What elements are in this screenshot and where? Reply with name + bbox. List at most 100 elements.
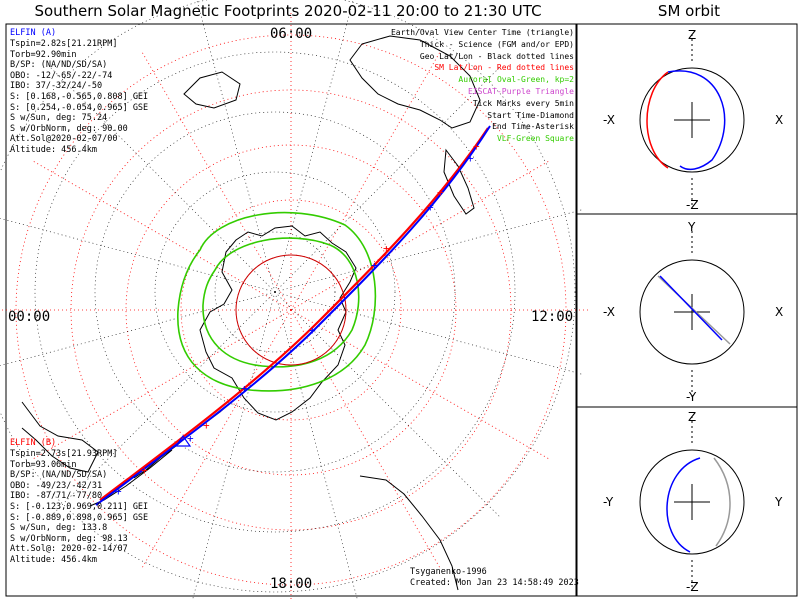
geo-lat-circle <box>154 171 396 413</box>
orbit-axis-label-top: Z <box>688 28 697 42</box>
orbit-axis-label-bottom: -Z <box>686 580 699 594</box>
geo-grid <box>0 0 585 600</box>
sm-lon-line <box>30 159 292 311</box>
auroral-oval <box>177 211 377 392</box>
tick-mark: + <box>437 186 444 199</box>
info-line: Altitude: 456.4km <box>10 555 97 565</box>
orbit-a <box>659 275 723 341</box>
elfin-b-track <box>99 127 489 501</box>
orbit-axis-label-left: -X <box>603 305 615 319</box>
info-line: Att.Sol@: 2020-02-14/07 <box>10 544 128 555</box>
orbit-b <box>646 71 669 169</box>
orbit-a <box>667 70 726 171</box>
tick-mark: + <box>141 464 148 477</box>
geo-lon-line <box>274 0 354 293</box>
elfin-b-label: ELFIN (B) <box>10 438 57 448</box>
tick-mark: + <box>473 140 480 153</box>
orbit-axis-label-bottom: -Y <box>686 390 697 404</box>
sm-lat-circle <box>15 34 567 586</box>
tick-mark: + <box>467 152 474 165</box>
geo-lon-line <box>0 218 276 293</box>
tick-mark: + <box>115 485 122 498</box>
legend-entry: VLF-Green Square <box>496 134 574 144</box>
sm-lat-circle <box>180 199 402 421</box>
info-line: S: [-0.889,0.898,0.965] GSE <box>10 512 149 523</box>
geo-lon-line <box>192 291 276 600</box>
info-line: IBO: 37/-32/24/-50 <box>10 81 103 92</box>
info-line: S w/OrbNorm, deg: 90.00 <box>10 123 128 134</box>
tick-mark: + <box>371 259 378 272</box>
info-line: Tspin=2.73s[21.93RPM] <box>10 449 118 459</box>
legend-entry: EISCAT-Purple Triangle <box>468 87 574 96</box>
clock-label-left: 00:00 <box>8 309 51 325</box>
sm-lon-line <box>290 309 442 571</box>
legend-entry: Geo Lat/Lon - Black dotted lines <box>419 51 574 61</box>
info-line: Tspin=2.82s[21.21RPM] <box>10 39 118 49</box>
info-line: S: [-0.123,0.969,0.211] GEI <box>10 502 149 512</box>
orbit-a <box>666 457 701 553</box>
geo-lon-line <box>274 291 585 376</box>
geo-lon-line <box>274 65 502 293</box>
orbit-axis-label-left: -X <box>603 113 615 127</box>
sm-lon-line <box>140 49 292 311</box>
polar-map: ++++++++++++ <box>0 0 591 600</box>
earth-circle <box>639 67 745 173</box>
clock-label-bottom: 18:00 <box>270 576 313 592</box>
info-line: Altitude: 456.4km <box>10 145 97 155</box>
info-line: S w/OrbNorm, deg: 98.13 <box>10 533 128 544</box>
legend-entry: Start Time-Diamond <box>487 110 574 120</box>
tick-mark: + <box>241 382 248 395</box>
tick-mark: + <box>383 242 390 255</box>
elfin-a-track <box>95 125 491 506</box>
orbit-panel-title: SM orbit <box>657 2 721 20</box>
africa-outline <box>21 401 99 473</box>
info-line: S w/Sun, deg: 75.24 <box>10 113 108 124</box>
australia-outline <box>349 35 481 129</box>
tick-mark: + <box>203 419 210 432</box>
geo-lon-line <box>48 65 276 293</box>
orbit-b <box>713 457 731 547</box>
orbit-axis-label-top: Z <box>688 410 697 424</box>
tick-mark: + <box>309 324 316 337</box>
antarctica-outline <box>199 225 357 421</box>
sm-lon-line <box>290 159 552 311</box>
orbit-b <box>657 275 731 345</box>
info-line: S: [0.254,-0.054,0.965] GSE <box>10 102 149 113</box>
tick-mark: + <box>187 432 194 445</box>
info-line: OBO: -12/-65/-22/-74 <box>10 70 113 81</box>
legend-entry: Auroral Oval-Green, kp=2 <box>458 75 574 85</box>
coast-outline <box>183 71 241 109</box>
orbit-axis-label-right: X <box>775 305 784 319</box>
geo-lat-circle <box>214 231 336 353</box>
info-line: S w/Sun, deg: 133.8 <box>10 523 108 534</box>
legend-entry: Earth/Oval View Center Time (triangle) <box>390 28 574 37</box>
footprint-tracks: ++++++++++++ <box>95 125 491 506</box>
sm-lon-line <box>290 49 442 311</box>
info-line: Torb=92.90min <box>10 49 77 60</box>
orbit-axis-label-right: Y <box>775 495 783 509</box>
orbit-axis-label-bottom: -Z <box>686 198 699 212</box>
legend-entry: End Time-Asterisk <box>492 122 574 132</box>
oval-outer <box>177 211 377 392</box>
earth-circle <box>639 259 745 365</box>
info-line: OBO: -49/23/-42/31 <box>10 480 103 491</box>
orbit-axis-label-top: Y <box>688 220 696 234</box>
orbit-axis-label-right: X <box>775 113 784 127</box>
elfin-a-label: ELFIN (A) <box>10 28 57 38</box>
geo-lon-line <box>48 291 276 519</box>
created-timestamp: Created: Mon Jan 23 14:58:49 2023 <box>410 578 579 588</box>
clock-label-top: 06:00 <box>270 26 313 42</box>
geo-lat-circle <box>34 51 516 533</box>
geo-lat-circle <box>0 0 576 593</box>
geo-lon-line <box>0 291 276 366</box>
geo-lat-circle <box>94 111 456 473</box>
geo-lon-line <box>274 291 358 600</box>
south-america-outline <box>359 475 459 591</box>
tick-mark: + <box>427 201 434 214</box>
geo-lon-line <box>274 208 585 293</box>
info-line: S: [0.168,-0.565,0.808] GEI <box>10 92 149 102</box>
info-line: B/SP: (NA/ND/SD/SA) <box>10 470 108 481</box>
earth-circle <box>639 449 745 555</box>
legend-entry: Tick Marks every 5min <box>472 98 574 108</box>
